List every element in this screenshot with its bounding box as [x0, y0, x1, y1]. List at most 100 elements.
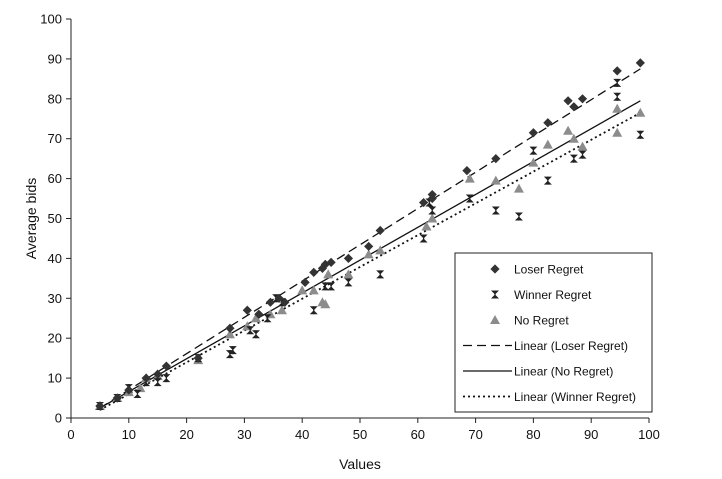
loser-regret-point	[280, 297, 290, 307]
loser-regret-point	[326, 257, 336, 267]
legend-item-linear-no-regret: Linear (No Regret)	[463, 365, 613, 379]
x-tick-label: 80	[526, 427, 540, 442]
loser-regret-point	[309, 267, 319, 277]
loser-regret-point	[427, 189, 437, 200]
winner-regret-point	[344, 278, 353, 287]
linear-loser-regret-line	[99, 68, 641, 409]
y-tick-label: 90	[48, 51, 62, 66]
y-tick-label: 50	[48, 211, 62, 226]
no-regret-point	[276, 305, 287, 315]
loser-regret-point	[543, 118, 553, 128]
winner-regret-point	[327, 282, 336, 291]
loser-regret-point	[225, 323, 235, 333]
loser-regret-point	[612, 66, 622, 76]
x-tick-label: 30	[237, 427, 251, 442]
loser-regret-point	[635, 58, 645, 68]
loser-regret-point	[265, 297, 276, 307]
x-tick-label: 50	[353, 427, 367, 442]
winner-regret-point	[578, 150, 587, 159]
winner-regret-point	[228, 346, 237, 355]
legend-box	[454, 252, 653, 413]
winner-regret-point	[543, 176, 552, 185]
loser-regret-point	[193, 353, 203, 363]
legend-swatch	[491, 290, 499, 299]
x-tick-label: 10	[122, 427, 136, 442]
loser-regret-point	[161, 361, 171, 371]
legend-label: Linear (No Regret)	[514, 365, 613, 379]
y-tick-label: 80	[48, 91, 62, 106]
y-tick-label: 70	[48, 131, 62, 146]
no-regret-point	[421, 221, 432, 231]
no-regret-point	[577, 141, 588, 151]
y-axis-title: Average bids	[23, 178, 39, 259]
loser-regret-point	[242, 305, 252, 315]
loser-regret-point	[491, 154, 501, 164]
winner-regret-point	[153, 378, 162, 387]
winner-regret-point	[514, 212, 523, 221]
winner-regret-point	[613, 78, 622, 87]
legend-swatch	[490, 315, 500, 324]
winner-regret-point	[569, 154, 578, 163]
loser-regret-point	[563, 96, 573, 106]
no-regret-point	[135, 383, 146, 393]
loser-regret-point	[528, 128, 538, 138]
loser-regret-point	[254, 309, 264, 319]
y-tick-label: 60	[48, 171, 62, 186]
data-points	[94, 58, 646, 411]
legend-item-winner-regret: Winner Regret	[491, 288, 592, 302]
legend-item-loser-regret: Loser Regret	[490, 263, 584, 277]
winner-regret-point	[376, 270, 385, 279]
no-regret-point	[297, 285, 308, 295]
y-tick-label: 40	[48, 251, 62, 266]
no-regret-point	[464, 173, 475, 183]
x-tick-label: 90	[584, 427, 598, 442]
winner-regret-point	[162, 374, 171, 383]
x-tick-label: 20	[179, 427, 193, 442]
no-regret-point	[612, 103, 623, 113]
legend-swatch	[490, 264, 500, 274]
winner-regret-series	[95, 78, 645, 411]
legend-label: Linear (Winner Regret)	[514, 390, 636, 404]
loser-regret-point	[300, 277, 310, 287]
y-tick-label: 0	[55, 411, 62, 426]
legend-item-linear-loser-regret: Linear (Loser Regret)	[463, 339, 628, 353]
loser-regret-point	[95, 401, 105, 411]
no-regret-point	[224, 329, 235, 339]
loser-regret-point	[274, 293, 284, 303]
loser-regret-point	[569, 102, 579, 112]
no-regret-point	[308, 285, 319, 295]
no-regret-point	[635, 107, 646, 117]
winner-regret-point	[491, 206, 500, 215]
loser-regret-point	[343, 253, 354, 263]
winner-regret-point	[613, 92, 622, 101]
x-axis-title: Values	[339, 456, 381, 472]
winner-regret-point	[428, 206, 437, 215]
loser-regret-point	[375, 225, 385, 236]
x-tick-label: 0	[67, 427, 74, 442]
winner-regret-point	[419, 234, 428, 243]
winner-regret-point	[263, 314, 272, 323]
no-regret-point	[528, 157, 539, 167]
no-regret-point	[427, 213, 438, 223]
no-regret-point	[375, 245, 386, 255]
winner-regret-point	[309, 306, 318, 315]
no-regret-point	[363, 249, 374, 259]
loser-regret-point	[577, 94, 588, 104]
no-regret-point	[490, 175, 501, 185]
axes: 0 10 20 30 40 50 60 70 80 90 100 0 10 20 30 40 50 60 70 80 9…	[40, 12, 660, 443]
no-regret-point	[513, 183, 524, 193]
winner-regret-point	[251, 330, 260, 339]
x-tick-label: 60	[411, 427, 425, 442]
y-tick-label: 30	[48, 291, 62, 306]
y-tick-label: 10	[48, 371, 62, 386]
loser-regret-point	[462, 166, 472, 176]
legend-label: No Regret	[514, 314, 569, 328]
no-regret-point	[563, 125, 574, 135]
x-tick-label: 40	[295, 427, 309, 442]
legend-label: Linear (Loser Regret)	[514, 339, 628, 353]
winner-regret-point	[529, 146, 538, 155]
loser-regret-point	[153, 369, 163, 379]
winner-regret-point	[321, 282, 330, 291]
no-regret-point	[343, 269, 354, 279]
